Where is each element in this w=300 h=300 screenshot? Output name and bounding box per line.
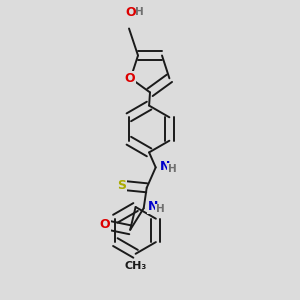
- Text: N: N: [148, 200, 158, 214]
- Text: O: O: [100, 218, 110, 232]
- Text: O: O: [125, 72, 135, 85]
- Text: CH₃: CH₃: [124, 261, 147, 272]
- Text: N: N: [160, 160, 170, 173]
- Text: H: H: [167, 164, 176, 174]
- Text: O: O: [125, 6, 136, 19]
- Text: H: H: [135, 7, 144, 17]
- Text: S: S: [118, 179, 127, 192]
- Text: H: H: [155, 204, 164, 214]
